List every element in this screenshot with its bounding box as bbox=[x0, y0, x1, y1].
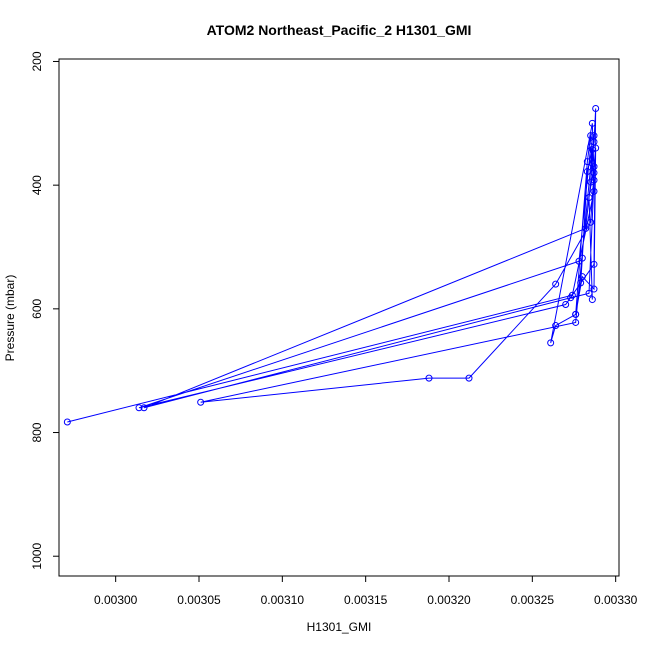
plot-area bbox=[63, 104, 600, 426]
x-tick-label: 0.00310 bbox=[261, 593, 305, 607]
x-tick-label: 0.00305 bbox=[177, 593, 221, 607]
y-axis-label: Pressure (mbar) bbox=[3, 275, 17, 362]
data-point bbox=[562, 301, 570, 309]
data-point bbox=[552, 322, 560, 330]
data-point bbox=[567, 294, 575, 302]
x-axis-label: H1301_GMI bbox=[307, 620, 372, 634]
data-point bbox=[590, 260, 598, 268]
y-tick-label: 400 bbox=[30, 175, 44, 195]
data-point bbox=[590, 187, 598, 195]
data-point bbox=[590, 285, 598, 293]
x-tick-label: 0.00315 bbox=[344, 593, 388, 607]
y-tick-label: 1000 bbox=[30, 543, 44, 570]
data-point bbox=[63, 418, 71, 426]
data-point bbox=[587, 218, 595, 226]
data-point bbox=[572, 310, 580, 318]
data-point bbox=[592, 144, 600, 152]
plot-frame bbox=[58, 58, 620, 577]
x-tick-label: 0.00330 bbox=[594, 593, 638, 607]
data-point bbox=[572, 318, 580, 326]
data-point bbox=[588, 296, 596, 304]
x-tick-label: 0.00325 bbox=[511, 593, 555, 607]
data-point bbox=[592, 104, 600, 112]
x-tick-label: 0.00300 bbox=[94, 593, 138, 607]
data-point bbox=[587, 132, 595, 140]
x-axis: 0.00300 0.00305 0.00310 0.00315 0.00320 0.003… bbox=[94, 576, 638, 607]
data-point bbox=[588, 119, 596, 127]
y-tick-label: 600 bbox=[30, 299, 44, 319]
chart-title: ATOM2 Northeast_Pacific_2 H1301_GMI bbox=[207, 22, 472, 38]
data-point bbox=[197, 398, 205, 406]
data-point bbox=[578, 273, 586, 281]
data-point bbox=[465, 374, 473, 382]
data-point bbox=[582, 224, 590, 232]
y-tick-label: 200 bbox=[30, 51, 44, 71]
data-point bbox=[552, 280, 560, 288]
data-point bbox=[583, 168, 591, 176]
data-point bbox=[425, 374, 433, 382]
data-point bbox=[578, 254, 586, 262]
data-point bbox=[587, 143, 595, 151]
data-point bbox=[587, 178, 595, 186]
data-point bbox=[135, 404, 143, 412]
y-axis: 200 400 600 800 1000 bbox=[30, 51, 59, 570]
y-tick-label: 800 bbox=[30, 422, 44, 442]
data-point bbox=[590, 138, 598, 146]
data-point bbox=[577, 279, 585, 287]
data-point bbox=[590, 163, 598, 171]
x-tick-label: 0.00320 bbox=[427, 593, 471, 607]
data-point bbox=[585, 194, 593, 202]
series-line bbox=[67, 108, 597, 423]
data-point bbox=[140, 404, 148, 412]
data-point bbox=[547, 339, 555, 347]
data-point bbox=[590, 176, 598, 184]
data-point bbox=[585, 289, 593, 297]
